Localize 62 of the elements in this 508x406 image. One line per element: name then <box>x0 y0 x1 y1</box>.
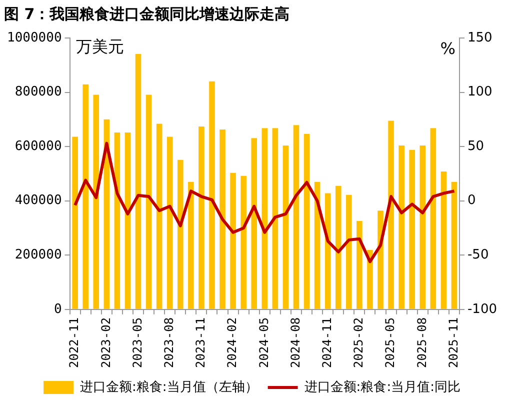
y2-tick-label: 150 <box>467 30 492 46</box>
y-tick-label: 800000 <box>14 84 62 100</box>
bar <box>72 136 78 309</box>
x-tick-label: 2022-11 <box>67 317 82 368</box>
legend-label: 进口金额:粮食:当月值:同比 <box>304 380 460 395</box>
bar <box>251 138 258 309</box>
x-tick-label: 2024-02 <box>225 317 240 368</box>
bar <box>430 128 436 309</box>
x-tick-label: 2023-02 <box>98 317 113 368</box>
bar <box>188 182 194 309</box>
bar <box>146 94 152 309</box>
x-tick-label: 2023-08 <box>162 317 176 368</box>
x-tick-label: 2023-11 <box>194 317 208 368</box>
bar <box>378 210 384 309</box>
bar <box>230 172 236 309</box>
y-tick-label: 400000 <box>14 193 62 208</box>
y2-tick-label: -50 <box>467 248 489 263</box>
x-tick-label: 2024-05 <box>256 317 271 368</box>
bar <box>398 145 404 309</box>
x-tick-label: 2024-08 <box>288 317 302 368</box>
y2-tick-label: 100 <box>467 84 492 100</box>
y-axis-title: 万美元 <box>76 37 124 56</box>
bar <box>282 145 289 309</box>
bar <box>293 125 300 309</box>
bar <box>135 54 142 309</box>
bar <box>420 145 426 309</box>
bar <box>93 94 100 309</box>
y2-tick-label: -100 <box>467 302 498 317</box>
bar <box>198 126 204 309</box>
bar <box>209 81 215 309</box>
y2-tick-label: 50 <box>467 138 484 154</box>
bar <box>177 160 184 309</box>
bar <box>272 128 278 309</box>
bar <box>440 172 447 309</box>
bar <box>262 128 268 309</box>
bar <box>409 150 415 309</box>
bar <box>82 84 88 309</box>
bar <box>220 129 226 309</box>
bar <box>356 220 362 309</box>
y2-axis-title: % <box>440 39 456 58</box>
x-tick-label: 2023-05 <box>130 317 144 368</box>
x-tick-label: 2025-02 <box>352 317 366 368</box>
y-tick-label: 1000000 <box>6 30 62 46</box>
bar <box>335 186 342 309</box>
x-tick-label: 2025-11 <box>446 317 460 368</box>
y-tick-label: 200000 <box>14 248 62 263</box>
bar <box>346 194 352 309</box>
bar <box>304 134 310 309</box>
bar <box>451 182 458 309</box>
bar <box>124 132 131 309</box>
y2-tick-label: 0 <box>467 193 476 208</box>
bar <box>388 120 394 309</box>
legend-label: 进口金额:粮食:当月值（左轴） <box>80 380 258 395</box>
bar <box>156 124 162 309</box>
bar <box>240 176 246 309</box>
y-tick-label: 600000 <box>14 138 62 154</box>
chart-title: 图 7：我国粮食进口金额同比增速边际走高 <box>4 4 290 23</box>
y-tick-label: 0 <box>54 302 62 317</box>
x-tick-label: 2025-05 <box>383 317 398 368</box>
x-tick-label: 2024-11 <box>320 317 334 368</box>
bar <box>166 136 173 309</box>
x-tick-label: 2025-08 <box>414 317 429 368</box>
